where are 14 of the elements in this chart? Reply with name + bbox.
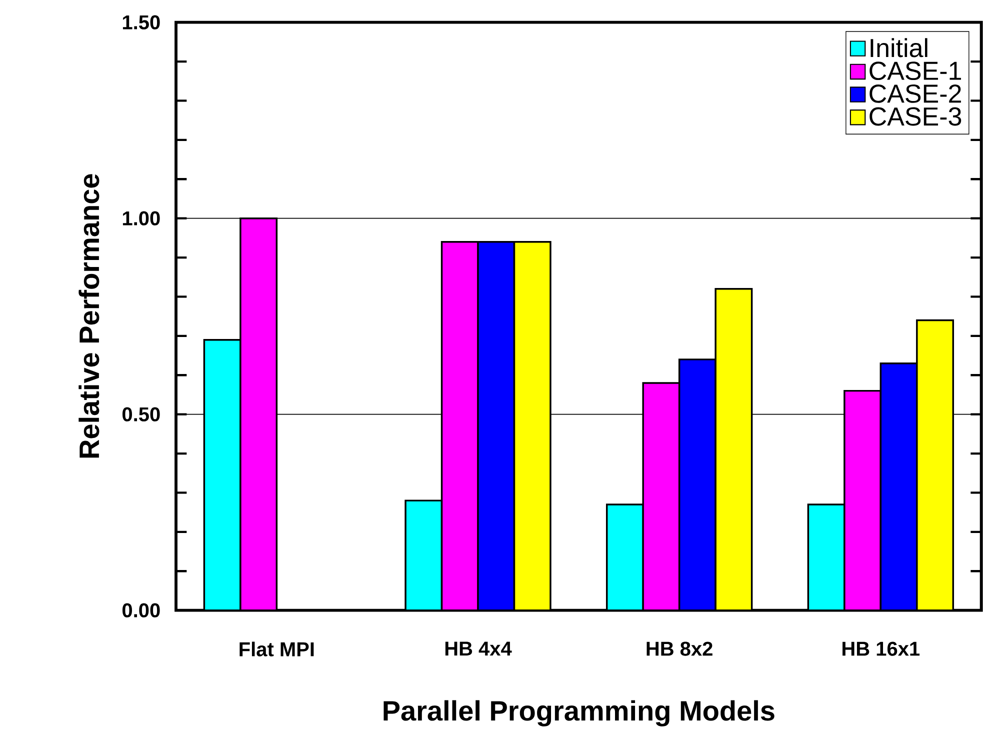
- legend-label: CASE-3: [870, 107, 962, 126]
- y-tick-label: 1.50: [122, 15, 160, 30]
- legend-label: CASE-1: [870, 62, 961, 80]
- y-axis-title: Relative Performance: [78, 174, 100, 458]
- x-axis-title: Parallel Programming Models: [384, 700, 774, 726]
- x-tick-label: HB 8x2: [646, 642, 712, 656]
- x-tick-label: HB 4x4: [445, 642, 512, 656]
- x-tick-label: HB 16x1: [842, 642, 920, 656]
- y-tick-label: 1.00: [122, 211, 160, 226]
- y-tick-label: 0.50: [122, 407, 160, 422]
- x-tick-label: Flat MPI: [240, 642, 314, 656]
- legend-label: Initial: [870, 38, 928, 58]
- y-tick-label: 0.00: [122, 603, 160, 618]
- legend-label: CASE-2: [870, 84, 961, 103]
